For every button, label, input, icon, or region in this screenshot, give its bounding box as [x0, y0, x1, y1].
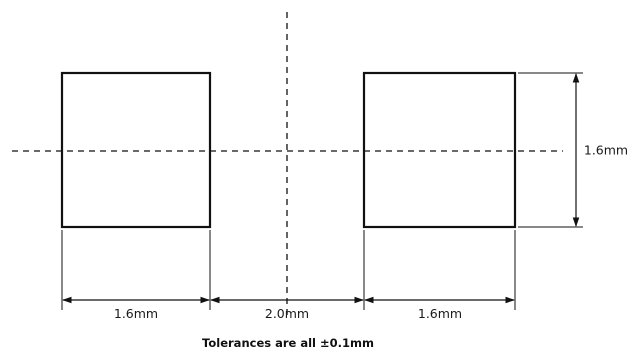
pad-height-label: 1.6mm — [584, 143, 628, 158]
pad-gap-label: 2.0mm — [265, 306, 309, 321]
right-pad-width-label: 1.6mm — [418, 306, 462, 321]
left-pad — [60, 71, 212, 229]
tolerance-note: Tolerances are all ±0.1mm — [202, 336, 374, 350]
left-pad-width-label: 1.6mm — [114, 306, 158, 321]
right-pad — [362, 71, 517, 229]
